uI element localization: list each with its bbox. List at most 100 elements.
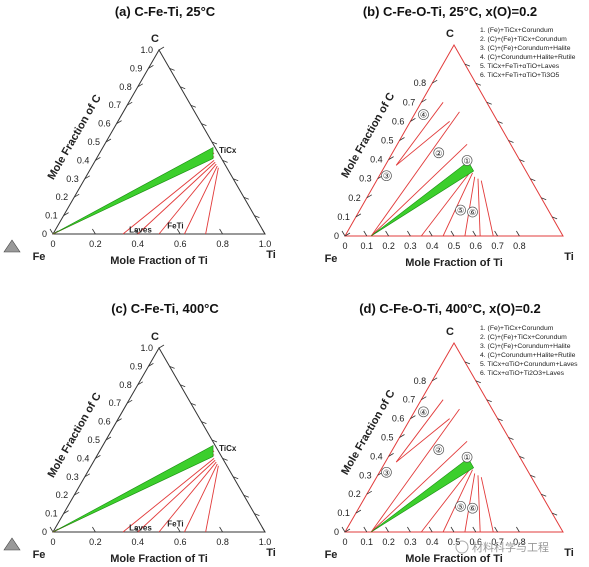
- left-tick-label: 0.7: [109, 100, 122, 110]
- right-tick: [211, 439, 218, 443]
- panel-title: (b) C-Fe-O-Ti, 25°C, x(O)=0.2: [363, 4, 537, 19]
- right-tick: [201, 421, 207, 424]
- bottom-axis-label: Mole Fraction of Ti: [110, 553, 208, 565]
- left-tick: [148, 363, 154, 367]
- left-tick: [105, 138, 112, 143]
- left-tick-label: 0: [334, 231, 339, 241]
- vertex-label-top: C: [151, 331, 159, 343]
- right-tick: [519, 456, 525, 459]
- tie-line: [395, 418, 450, 463]
- logo-icon: [3, 239, 21, 253]
- left-tick: [399, 434, 405, 438]
- bottom-tick: [472, 526, 477, 533]
- left-tick: [116, 418, 122, 422]
- legend-item: 4. (C)+Corundum+Halite+Rutile: [480, 54, 576, 61]
- tie-line: [480, 477, 494, 533]
- green-phase-region: [52, 445, 214, 533]
- region-marker: [418, 109, 429, 120]
- right-tick: [551, 512, 558, 516]
- triangle-outline: [52, 346, 266, 533]
- bottom-tick-label: 0.6: [470, 241, 483, 251]
- bottom-tick-label: 0.8: [513, 537, 526, 547]
- vertex-label-left: Fe: [325, 253, 338, 265]
- legend-item: 2. (C)+(Fe)+TiCx+Corundum: [480, 334, 567, 341]
- left-tick-label: 0.1: [45, 211, 58, 221]
- region-marker: [467, 206, 478, 218]
- left-tick-label: 0: [42, 527, 47, 537]
- bottom-tick: [341, 526, 346, 533]
- right-tick: [530, 474, 536, 478]
- panel-2: (b) C-Fe-O-Ti, 25°C, x(O)=0.2 0 0.1 0.2 0.3 0…: [325, 4, 576, 269]
- bottom-tick: [261, 526, 266, 533]
- tie-line: [395, 399, 444, 463]
- tie-line: [137, 161, 216, 235]
- bottom-tick-label: 0: [342, 241, 347, 251]
- bottom-tick-label: 0.6: [470, 537, 483, 547]
- phase-label: TiCx: [219, 146, 237, 155]
- tie-line: [395, 102, 444, 166]
- legend-item: 6. TiCx+αTiO+Ti2O3+Laves: [480, 370, 565, 377]
- vertex-label-right: Ti: [266, 547, 276, 559]
- left-tick-label: 0.3: [66, 472, 79, 482]
- panel-title: (a) C-Fe-Ti, 25°C: [115, 4, 216, 19]
- bottom-tick: [134, 228, 139, 235]
- left-tick-label: 0.5: [381, 136, 394, 146]
- legend-item: 2. (C)+(Fe)+TiCx+Corundum: [480, 36, 567, 43]
- phase-label: Laves: [129, 225, 152, 234]
- bottom-tick-label: 0.2: [382, 241, 395, 251]
- legend-item: 4. (C)+Corundum+Halite+Rutile: [480, 352, 576, 359]
- vertex-label-left: Fe: [325, 549, 338, 561]
- region-label: ①: [463, 453, 470, 462]
- bottom-tick-label: 0.7: [491, 241, 504, 251]
- region-label: ⑥: [469, 504, 476, 513]
- right-tick: [254, 215, 260, 218]
- legend-item: 6. TiCx+FeTi+αTiO+Ti3O5: [480, 72, 560, 79]
- left-tick-label: 0.8: [414, 78, 427, 88]
- panel-3: (c) C-Fe-Ti, 400°C 0 0.1 0.2 0.3 0.4 0.5 0.6 0.7…: [3, 301, 276, 565]
- tie-line: [158, 163, 217, 235]
- tie-line: [420, 168, 473, 237]
- right-tick: [541, 493, 547, 497]
- region-marker: [461, 451, 473, 463]
- left-tick-label: 0: [42, 229, 47, 239]
- right-tick: [211, 141, 218, 145]
- bottom-tick: [176, 526, 181, 533]
- bottom-tick: [516, 230, 520, 237]
- left-tick: [410, 415, 416, 419]
- left-tick: [63, 212, 69, 216]
- left-tick-label: 0.4: [370, 155, 383, 165]
- left-tick-label: 0.5: [87, 435, 100, 445]
- bottom-tick: [450, 526, 455, 533]
- panel-4: (d) C-Fe-O-Ti, 400°C, x(O)=0.2 0 0.1 0.2 0.3…: [325, 301, 579, 565]
- right-tick: [180, 86, 186, 90]
- left-tick: [421, 98, 427, 103]
- legend-item: 3. (C)+(Fe)+Corundum+Halite: [480, 343, 571, 350]
- left-tick: [344, 232, 351, 237]
- left-tick: [105, 436, 112, 441]
- left-tick: [148, 65, 154, 69]
- watermark-icon: [455, 540, 469, 554]
- left-tick-label: 0.7: [109, 398, 122, 408]
- region-marker: [467, 502, 478, 514]
- right-tick: [233, 178, 239, 182]
- bottom-tick-label: 0.7: [491, 537, 504, 547]
- region-marker: [433, 147, 445, 159]
- left-tick: [410, 118, 416, 122]
- bottom-tick: [385, 230, 389, 237]
- phase-label: TiCx: [219, 444, 237, 453]
- left-tick-label: 0.9: [130, 361, 143, 371]
- region-label: ③: [383, 468, 390, 477]
- left-tick-label: 0.3: [359, 174, 372, 184]
- right-tick: [169, 366, 175, 369]
- bottom-tick: [494, 230, 498, 237]
- left-tick: [366, 194, 373, 199]
- left-tick-label: 0.4: [77, 155, 90, 165]
- region-label: ④: [420, 408, 427, 417]
- bottom-tick-label: 0: [50, 537, 55, 547]
- bottom-tick-label: 0.3: [404, 537, 417, 547]
- vertex-label-left: Fe: [33, 549, 46, 561]
- tie-line: [122, 160, 215, 235]
- bottom-tick: [92, 526, 96, 533]
- tie-line: [122, 458, 215, 533]
